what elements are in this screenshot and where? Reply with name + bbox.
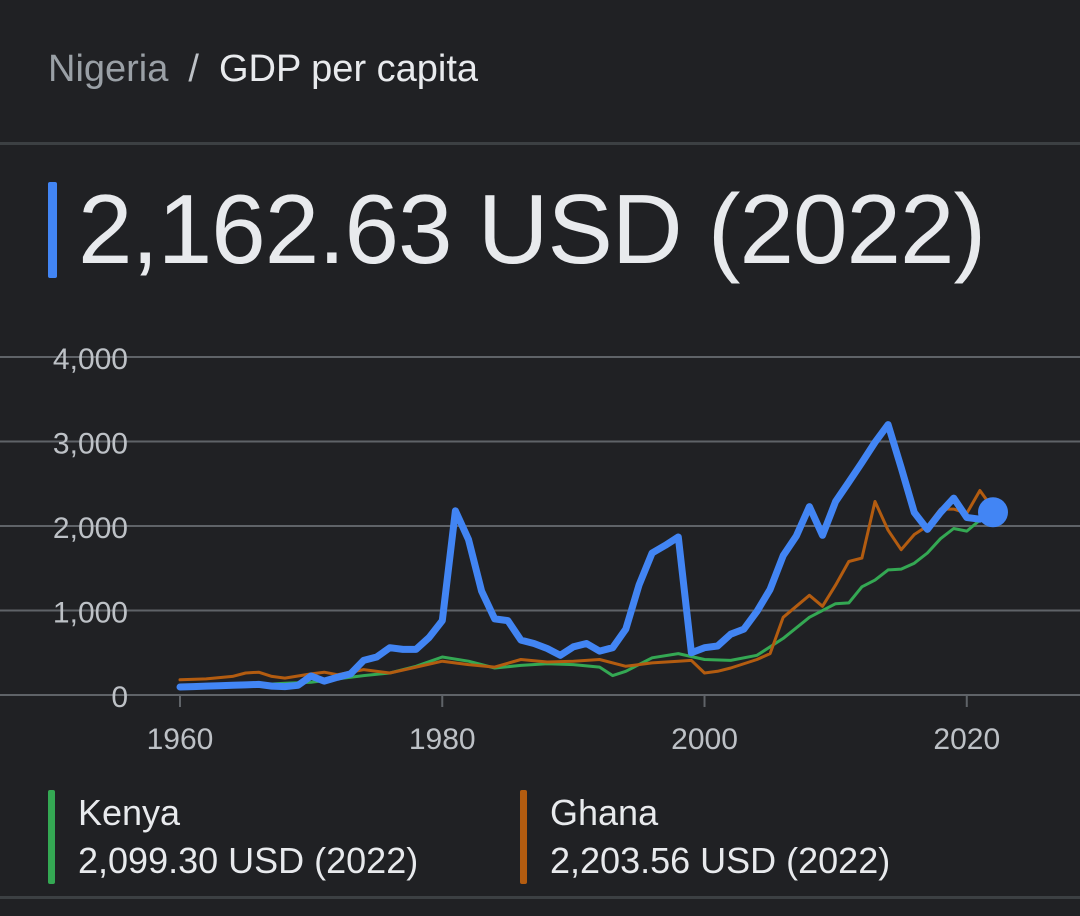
header-divider — [0, 142, 1080, 145]
x-axis-labels: 1960 1980 2000 2020 — [147, 695, 1000, 756]
main-value: 2,162.63 USD (2022) — [78, 174, 986, 284]
breadcrumb-metric: GDP per capita — [218, 48, 479, 90]
y-tick-label: 1,000 — [53, 597, 128, 630]
x-tick-label: 1960 — [147, 723, 214, 756]
y-tick-label: 0 — [111, 681, 128, 714]
main-value-accent-bar — [48, 182, 57, 278]
legend-name-kenya: Kenya — [78, 792, 181, 833]
chart-series — [176, 421, 1008, 691]
latest-point-nigeria[interactable] — [978, 497, 1008, 528]
breadcrumb: Nigeria / GDP per capita — [48, 46, 478, 92]
gdp-line-chart[interactable]: 0 1,000 2,000 3,000 4,000 1960 1980 2000 2020 — [0, 330, 1080, 770]
series-line-ghana — [178, 489, 995, 682]
y-tick-label: 4,000 — [53, 343, 128, 376]
breadcrumb-country[interactable]: Nigeria — [48, 48, 169, 90]
y-tick-label: 2,000 — [53, 512, 128, 545]
y-tick-label: 3,000 — [53, 428, 128, 461]
legend-value-ghana: 2,203.56 USD (2022) — [550, 840, 891, 881]
y-axis-labels: 0 1,000 2,000 3,000 4,000 — [53, 343, 128, 714]
chart-grid — [0, 356, 1080, 696]
legend-swatch-kenya — [48, 790, 55, 884]
breadcrumb-separator: / — [188, 48, 199, 90]
x-tick-label: 1980 — [409, 723, 476, 756]
legend-swatch-ghana — [520, 790, 527, 884]
x-tick-label: 2020 — [933, 723, 1000, 756]
series-line-nigeria — [176, 421, 997, 691]
x-tick-label: 2000 — [671, 723, 738, 756]
legend-value-kenya: 2,099.30 USD (2022) — [78, 840, 419, 881]
footer-divider — [0, 896, 1080, 899]
legend-name-ghana: Ghana — [550, 792, 659, 833]
